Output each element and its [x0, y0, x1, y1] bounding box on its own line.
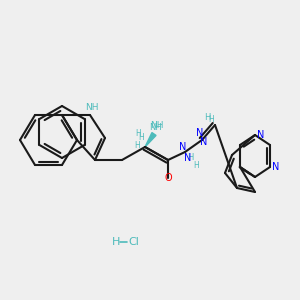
Text: N: N	[257, 130, 265, 140]
Text: N: N	[184, 153, 192, 163]
Text: N: N	[272, 162, 280, 172]
Polygon shape	[145, 133, 156, 147]
Text: N: N	[179, 142, 187, 152]
Text: NH: NH	[150, 121, 164, 130]
Text: O: O	[164, 173, 172, 183]
Text: N: N	[196, 128, 204, 138]
Text: H: H	[134, 140, 140, 149]
Text: H: H	[208, 116, 214, 124]
Text: N: N	[200, 137, 208, 147]
Text: Cl: Cl	[128, 237, 139, 247]
Text: H: H	[193, 160, 199, 169]
Text: H: H	[204, 112, 210, 122]
Text: NH: NH	[85, 103, 99, 112]
Text: H: H	[138, 133, 144, 142]
Text: H: H	[135, 130, 141, 139]
Text: H: H	[187, 152, 193, 161]
Text: H: H	[112, 237, 120, 247]
Text: NH: NH	[150, 124, 162, 133]
